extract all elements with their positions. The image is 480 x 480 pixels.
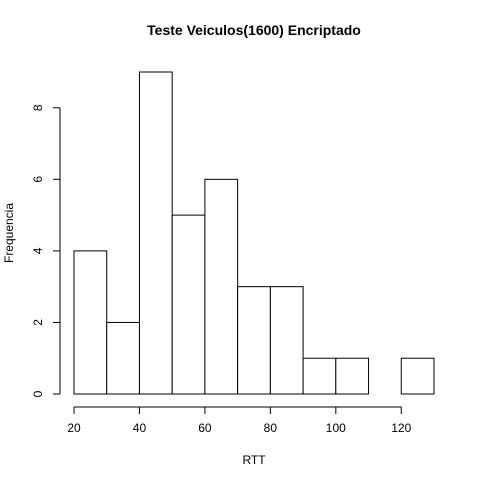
y-tick-label-4: 4 (31, 247, 45, 254)
y-tick-label-6: 6 (31, 176, 45, 183)
y-axis-label: Frequencia (2, 203, 16, 263)
histogram-bar-80-90 (269, 286, 304, 395)
histogram-bar-100-110 (335, 357, 370, 395)
histogram-bar-90-100 (302, 357, 337, 395)
y-tick-label-2: 2 (31, 319, 45, 326)
x-tick-label-100: 100 (326, 421, 346, 435)
histogram-bar-60-70 (204, 178, 239, 395)
x-tick-label-80: 80 (264, 421, 278, 435)
y-tick-label-8: 8 (31, 104, 45, 111)
histogram-bar-70-80 (237, 286, 271, 395)
y-axis: 0 2 4 6 8 (31, 104, 61, 397)
x-axis-label: RTT (242, 453, 266, 467)
chart-title: Teste Veiculos(1600) Encriptado (147, 22, 361, 38)
histogram-bar-50-60 (171, 214, 206, 395)
histogram-bar-120-130 (400, 357, 435, 395)
x-tick-label-120: 120 (391, 421, 411, 435)
y-tick-label-0: 0 (31, 390, 45, 397)
histogram-bar-30-40 (106, 321, 140, 395)
x-tick-label-60: 60 (198, 421, 212, 435)
x-axis: 20 40 60 80 100 120 (67, 406, 412, 435)
x-tick-label-20: 20 (67, 421, 81, 435)
bars-group (73, 71, 435, 395)
histogram-bar-20-30 (73, 250, 108, 395)
histogram-bar-40-50 (138, 71, 173, 395)
x-tick-label-40: 40 (133, 421, 147, 435)
